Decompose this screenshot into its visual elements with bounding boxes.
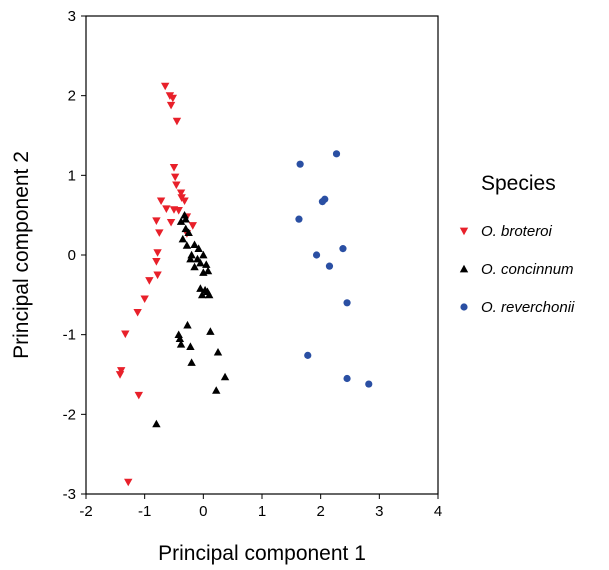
y-axis-title: Principal component 2 bbox=[10, 151, 33, 359]
legend-item: O. reverchonii bbox=[460, 299, 575, 316]
y-tick-label: 1 bbox=[68, 167, 76, 184]
legend: Species O. broteroi O. concinnum O. reverc… bbox=[459, 172, 575, 316]
y-tick-label: -3 bbox=[63, 486, 76, 503]
data-point bbox=[196, 258, 205, 267]
y-tick-label: -2 bbox=[63, 406, 76, 423]
data-point bbox=[205, 290, 214, 299]
data-point bbox=[194, 244, 203, 252]
data-point bbox=[153, 271, 162, 280]
x-tick-label: 2 bbox=[316, 503, 324, 520]
data-point bbox=[212, 386, 221, 394]
data-point bbox=[140, 295, 149, 304]
data-point bbox=[332, 150, 341, 158]
data-point bbox=[188, 222, 197, 230]
data-point bbox=[199, 268, 208, 276]
legend-label: O. reverchonii bbox=[481, 299, 575, 316]
data-point bbox=[180, 197, 189, 206]
x-tick-label: 3 bbox=[375, 503, 383, 520]
data-point bbox=[206, 327, 215, 335]
data-point bbox=[196, 284, 205, 292]
data-point bbox=[183, 320, 192, 329]
data-point bbox=[121, 330, 130, 339]
data-point bbox=[365, 380, 373, 388]
series-1 bbox=[152, 210, 230, 428]
legend-label: O. broteroi bbox=[481, 223, 553, 240]
data-point bbox=[162, 205, 171, 213]
data-point bbox=[170, 173, 180, 182]
x-tick-label: -1 bbox=[138, 503, 151, 520]
data-point bbox=[161, 82, 170, 91]
data-point bbox=[176, 217, 186, 225]
y-tick-label: -1 bbox=[63, 327, 76, 344]
data-point bbox=[339, 245, 347, 253]
data-point bbox=[124, 478, 133, 487]
legend-marker bbox=[459, 227, 469, 236]
data-point bbox=[155, 229, 164, 237]
data-point bbox=[115, 371, 125, 379]
data-point bbox=[186, 254, 195, 263]
data-point bbox=[145, 277, 154, 285]
plot-frame bbox=[85, 15, 439, 495]
data-point bbox=[181, 214, 190, 223]
data-point bbox=[182, 241, 192, 249]
x-tick-label: 4 bbox=[434, 503, 442, 520]
data-point bbox=[190, 240, 199, 249]
data-point bbox=[117, 367, 126, 375]
data-point bbox=[199, 250, 208, 259]
data-point bbox=[134, 391, 143, 400]
data-point bbox=[203, 266, 213, 275]
data-point bbox=[343, 299, 351, 307]
y-tick-label: 3 bbox=[68, 8, 76, 25]
x-axis-title: Principal component 1 bbox=[158, 542, 366, 565]
data-point bbox=[168, 94, 178, 103]
data-point bbox=[186, 342, 195, 350]
data-point bbox=[176, 189, 186, 198]
x-tick-label: 0 bbox=[199, 503, 207, 520]
series-0 bbox=[115, 82, 197, 487]
data-point bbox=[318, 198, 327, 206]
data-point bbox=[184, 228, 193, 237]
data-point bbox=[190, 262, 199, 271]
data-point bbox=[153, 249, 162, 257]
data-point bbox=[197, 290, 207, 299]
legend-title: Species bbox=[481, 172, 556, 195]
data-point bbox=[176, 340, 186, 348]
data-point bbox=[213, 347, 223, 356]
data-point bbox=[152, 217, 161, 225]
data-point bbox=[178, 234, 187, 243]
legend-item: O. broteroi bbox=[459, 223, 553, 240]
data-point bbox=[169, 164, 179, 172]
legend-label: O. concinnum bbox=[481, 261, 574, 278]
legend-marker bbox=[459, 264, 469, 273]
data-point bbox=[220, 372, 230, 381]
data-point bbox=[296, 160, 304, 168]
x-tick-label: 1 bbox=[258, 503, 266, 520]
data-point bbox=[166, 218, 176, 227]
data-point bbox=[152, 419, 161, 428]
data-point bbox=[304, 351, 312, 359]
y-tick-label: 0 bbox=[68, 247, 76, 264]
data-point bbox=[133, 309, 142, 317]
data-point bbox=[187, 358, 196, 366]
data-point bbox=[174, 207, 183, 215]
legend-item: O. concinnum bbox=[459, 261, 574, 278]
data-point bbox=[175, 334, 185, 343]
data-point bbox=[295, 215, 303, 223]
data-points bbox=[115, 82, 373, 487]
data-point bbox=[325, 262, 334, 270]
data-point bbox=[343, 374, 351, 383]
x-tick-label: -2 bbox=[79, 503, 92, 520]
data-point bbox=[152, 258, 161, 266]
data-point bbox=[312, 251, 321, 259]
y-tick-label: 2 bbox=[68, 88, 76, 105]
data-point bbox=[172, 181, 181, 190]
data-point bbox=[172, 117, 182, 126]
data-point bbox=[156, 197, 166, 206]
data-point bbox=[202, 260, 211, 268]
series-2 bbox=[295, 150, 373, 388]
data-point bbox=[166, 101, 176, 110]
legend-marker bbox=[460, 303, 468, 311]
